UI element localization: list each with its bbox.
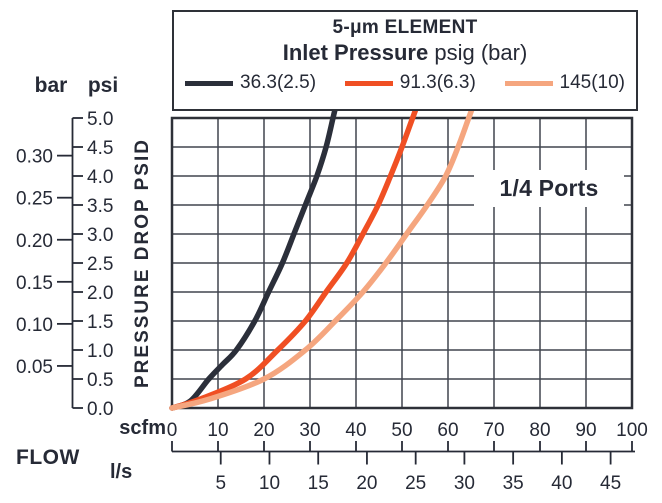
ls-tick-label: 45 xyxy=(600,473,621,494)
legend-swatch-salmon-line xyxy=(504,80,553,86)
scfm-tick-label: 40 xyxy=(345,420,366,441)
series-curve-1 xyxy=(169,110,419,411)
y-axis-ruler xyxy=(57,117,83,409)
series-curves xyxy=(169,110,475,411)
x-axis-unit-scfm: scfm xyxy=(119,417,166,439)
legend-label-91: 91.3(6.3) xyxy=(399,72,476,93)
legend-entry-36: 36.3(2.5) xyxy=(185,72,316,94)
ls-tick-label: 40 xyxy=(551,473,572,494)
series-curve-0 xyxy=(169,110,338,411)
psi-tick-label: 1.5 xyxy=(87,312,113,333)
scfm-tick-label: 90 xyxy=(575,420,596,441)
legend-swatch-orange-line xyxy=(344,80,393,86)
ls-tick-label: 5 xyxy=(215,473,226,494)
y-axis-title: PRESSURE DROP PSID xyxy=(132,138,153,388)
chart-title: 5-μm ELEMENT xyxy=(332,17,478,38)
scfm-tick-label: 0 xyxy=(167,420,178,441)
x-axis-title-flow: FLOW xyxy=(16,446,80,469)
legend-row: 36.3(2.5) 91.3(6.3) 145(10) xyxy=(174,72,636,94)
psi-tick-label: 2.5 xyxy=(87,254,113,275)
legend-swatch-black-line xyxy=(185,80,233,86)
psi-tick-label: 4.5 xyxy=(87,138,113,159)
psi-axis-header: psi xyxy=(87,74,119,97)
chart-subtitle-bold: Inlet Pressure xyxy=(282,40,429,65)
bar-tick-label: 0.30 xyxy=(16,147,53,168)
psi-tick-label: 3.5 xyxy=(87,196,113,217)
legend-label-36: 36.3(2.5) xyxy=(240,72,317,93)
bar-tick-label: 0.10 xyxy=(16,315,53,336)
psi-tick-label: 0.5 xyxy=(87,370,113,391)
plot-border xyxy=(170,116,634,410)
bar-axis-header: bar xyxy=(34,74,68,97)
chart-subtitle-units: psig (bar) xyxy=(434,40,528,65)
scfm-tick-label: 50 xyxy=(391,420,412,441)
psi-tick-label: 1.0 xyxy=(87,341,113,362)
bar-tick-label: 0.05 xyxy=(16,357,53,378)
x-axis-unit-ls: l/s xyxy=(110,461,133,483)
scfm-tick-label: 60 xyxy=(437,420,458,441)
psi-tick-label: 0.0 xyxy=(87,399,113,420)
ls-axis-ruler xyxy=(171,441,635,465)
legend-box: 5-μm ELEMENT Inlet Pressure psig (bar) 3… xyxy=(172,10,638,111)
bar-tick-label: 0.20 xyxy=(16,231,53,252)
scfm-tick-label: 70 xyxy=(483,420,504,441)
scfm-tick-label: 100 xyxy=(616,420,648,441)
psi-tick-label: 3.0 xyxy=(87,225,113,246)
scfm-tick-label: 80 xyxy=(529,420,550,441)
bar-tick-label: 0.15 xyxy=(16,273,53,294)
ls-tick-label: 25 xyxy=(405,473,426,494)
scfm-tick-label: 30 xyxy=(299,420,320,441)
ls-tick-label: 35 xyxy=(503,473,524,494)
ls-tick-label: 30 xyxy=(454,473,475,494)
scfm-tick-label: 20 xyxy=(253,420,274,441)
series-curve-2 xyxy=(169,110,475,411)
ls-tick-label: 10 xyxy=(259,473,280,494)
ls-tick-label: 20 xyxy=(356,473,377,494)
bar-tick-label: 0.25 xyxy=(16,189,53,210)
grid-lines xyxy=(172,118,632,408)
legend-label-145: 145(10) xyxy=(559,72,626,93)
legend-entry-145: 145(10) xyxy=(504,72,626,94)
chart-subtitle: Inlet Pressure psig (bar) xyxy=(174,40,636,66)
scfm-tick-label: 10 xyxy=(207,420,228,441)
psi-tick-label: 2.0 xyxy=(87,283,113,304)
ports-annotation: 1/4 Ports xyxy=(474,170,624,207)
ls-tick-label: 15 xyxy=(308,473,329,494)
psi-tick-label: 4.0 xyxy=(87,167,113,188)
legend-entry-91: 91.3(6.3) xyxy=(344,72,476,94)
psi-tick-label: 5.0 xyxy=(87,109,113,130)
